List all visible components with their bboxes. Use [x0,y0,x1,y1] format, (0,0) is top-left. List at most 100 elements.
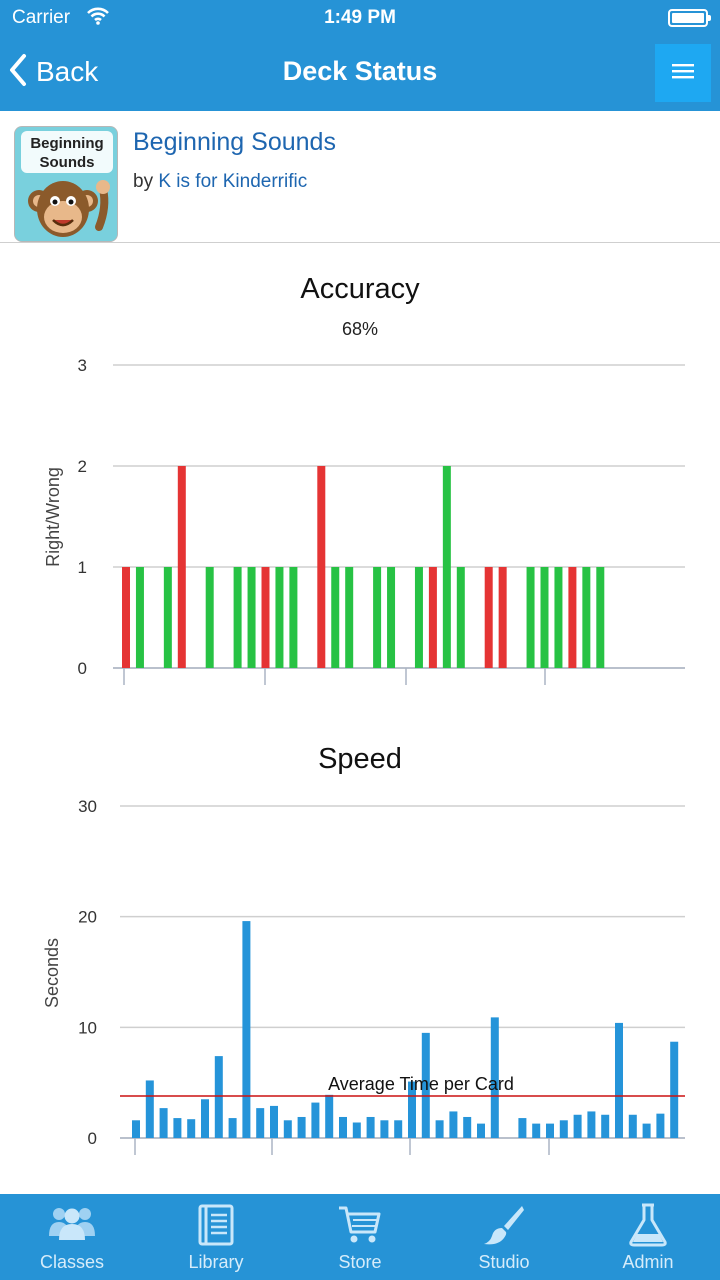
tab-admin[interactable]: Admin [576,1194,720,1280]
speed-bar [477,1123,485,1138]
deck-info: Beginning Sounds Beginning Sounds by K i… [0,111,720,243]
tab-studio[interactable]: Studio [432,1194,576,1280]
speed-bar [435,1120,444,1138]
accuracy-chart-title: Accuracy [300,273,420,305]
accuracy-y-tick-label: 3 [78,356,87,375]
speed-bar [559,1120,568,1138]
back-label: Back [36,56,99,87]
accuracy-bar-right [456,567,465,668]
accuracy-bar-wrong [498,567,507,668]
accuracy-bar-wrong [484,567,493,668]
author-link[interactable]: K is for Kinderrific [158,171,308,192]
speed-bar [490,1017,499,1138]
accuracy-bar-right [414,567,423,668]
accuracy-bar-right [205,567,214,668]
speed-bar [532,1123,541,1138]
accuracy-bar-right [596,567,605,668]
accuracy-bar-right [233,567,242,668]
speed-y-tick-label: 0 [88,1129,97,1148]
accuracy-bar-right [442,466,451,668]
accuracy-bar-wrong [122,567,130,668]
flask-icon [629,1203,667,1247]
speed-y-tick-label: 30 [78,797,97,816]
speed-bar [256,1108,265,1138]
tab-label-store: Store [338,1252,382,1272]
speed-y-tick-label: 20 [78,908,97,927]
back-button[interactable]: Back [8,50,98,94]
accuracy-bar-right [289,567,298,668]
accuracy-y-tick-label: 1 [78,558,87,577]
deck-thumbnail[interactable]: Beginning Sounds [14,126,118,242]
accuracy-bar-right [554,567,563,668]
speed-bar [173,1118,182,1138]
speed-bar [270,1105,278,1138]
accuracy-bar-right [135,567,144,668]
speed-bar [421,1032,430,1138]
tab-label-classes: Classes [39,1252,105,1272]
tab-classes[interactable]: Classes [0,1194,144,1280]
deck-author: by K is for Kinderrific [133,171,307,193]
speed-bar [297,1116,306,1138]
speed-bar [601,1114,610,1138]
paintbrush-icon [484,1206,524,1245]
speed-bar [325,1094,334,1138]
accuracy-bar-right [526,567,535,668]
accuracy-bar-wrong [177,466,186,668]
tab-label-studio: Studio [478,1252,530,1272]
page-title: Deck Status [282,56,438,86]
speed-y-tick-label: 10 [78,1018,97,1037]
hamburger-icon [672,62,694,85]
speed-bar [573,1114,582,1138]
speed-bar [518,1118,527,1138]
accuracy-bar-right [345,567,354,668]
accuracy-chart: Right/Wrong 0 1 2 3 [43,356,685,685]
accuracy-y-tick-label: 0 [78,659,87,678]
accuracy-y-axis-label: Right/Wrong [43,467,63,567]
speed-bar [145,1080,154,1138]
thumbnail-text-line1: Beginning [30,135,103,152]
speed-bar [394,1120,403,1138]
accuracy-bar-right [275,567,284,668]
monkey-illustration [28,180,110,237]
speed-bar [449,1111,458,1138]
speed-bar [132,1120,140,1138]
accuracy-bar-wrong [317,466,326,668]
chevron-left-icon [8,53,28,92]
speed-bar [283,1120,292,1138]
speed-bar [228,1118,237,1138]
tab-label-admin: Admin [622,1252,674,1272]
carrier-label: Carrier [12,7,71,28]
speed-y-axis-label: Seconds [42,938,62,1008]
accuracy-bar-right [582,567,591,668]
speed-bar [339,1116,347,1138]
speed-chart-title: Speed [318,743,402,775]
deck-title[interactable]: Beginning Sounds [133,128,336,156]
status-bar: Carrier 1:49 PM [0,0,720,38]
accuracy-bar-right [163,567,172,668]
speed-bar [242,921,251,1138]
header: Carrier 1:49 PM Back Deck Status [0,0,720,111]
menu-button[interactable] [655,44,711,102]
speed-bar [311,1102,320,1138]
accuracy-bar-right [387,567,396,668]
accuracy-bar-wrong [261,567,270,668]
speed-bar [628,1114,637,1138]
speed-bar [187,1119,196,1138]
thumbnail-text-line2: Sounds [40,154,95,171]
speed-bar [670,1041,679,1138]
speed-bar [201,1099,209,1138]
speed-bar [380,1120,389,1138]
speed-bar [366,1116,375,1138]
accuracy-y-tick-label: 2 [78,457,87,476]
tab-library[interactable]: Library [144,1194,288,1280]
battery-icon [668,9,711,27]
speed-bar [656,1113,665,1138]
tab-store[interactable]: Store [288,1194,432,1280]
book-icon [198,1204,234,1246]
speed-bar [587,1111,596,1138]
wifi-icon [86,6,110,32]
accuracy-chart-subtitle: 68% [341,319,379,339]
tab-bar: Classes Library Store Studio [0,1194,720,1280]
accuracy-bar-right [373,567,382,668]
speed-bar [352,1122,361,1138]
